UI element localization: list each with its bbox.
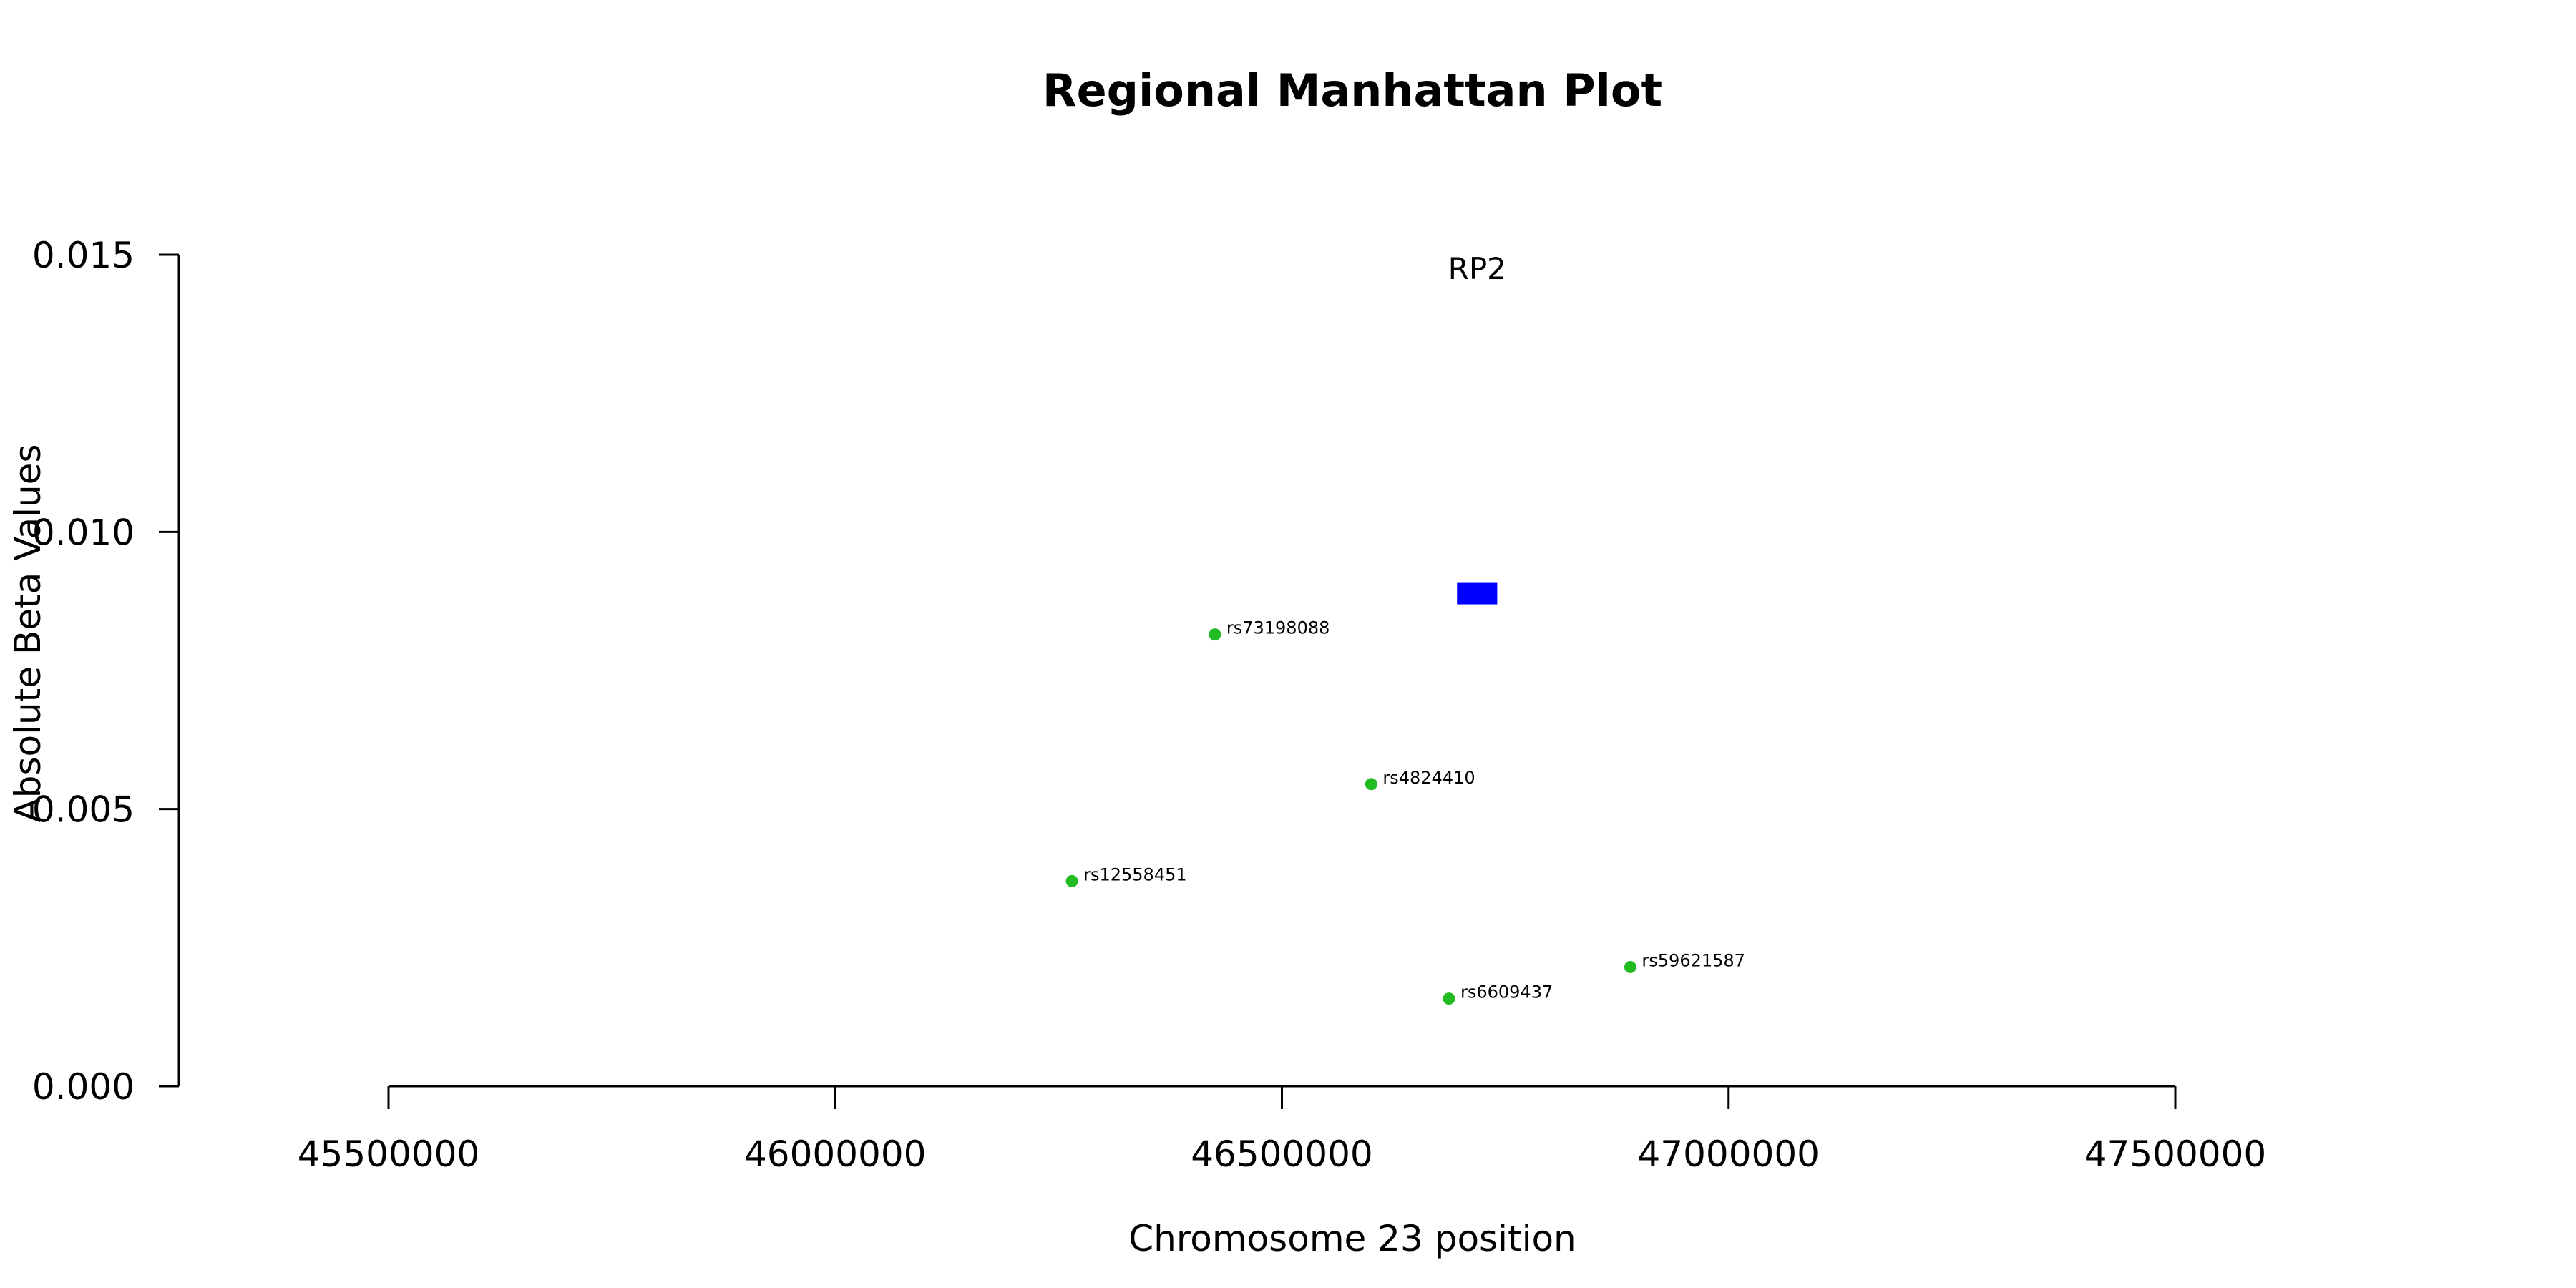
x-axis-label: Chromosome 23 position [1128,1218,1576,1259]
x-tick-label: 46000000 [744,1133,927,1175]
x-tick-label: 45500000 [298,1133,480,1175]
y-axis-label: Absolute Beta Values [7,444,49,823]
snp-label: rs59621587 [1641,950,1745,970]
y-tick-label: 0.015 [32,235,135,276]
gene-label: RP2 [1448,251,1506,286]
snp-label: rs12558451 [1083,864,1187,884]
gene-box [1457,582,1498,605]
y-tick-label: 0.010 [32,512,135,553]
snp-label: rs4824410 [1382,768,1475,788]
x-tick-label: 47000000 [1638,1133,1820,1175]
x-tick-label: 46500000 [1191,1133,1373,1175]
y-tick-label: 0.005 [32,789,135,831]
snp-label: rs73198088 [1226,618,1330,638]
snp-label: rs6609437 [1460,982,1553,1002]
gene-track: RP2 [1448,251,1506,605]
snp-points: rs73198088 rs4824410 rs12558451 rs59621587 r… [1065,618,1745,1005]
x-tick-label: 47500000 [2084,1133,2267,1175]
chart-title: Regional Manhattan Plot [1043,64,1662,117]
snp-point [1624,960,1636,973]
snp-point [1065,874,1078,887]
y-tick-label: 0.000 [32,1066,135,1108]
x-axis: 45500000 46000000 46500000 47000000 47500000 [298,1085,2267,1175]
snp-point [1365,778,1377,791]
snp-point [1443,992,1455,1005]
y-axis: 0.000 0.005 0.010 0.015 [32,235,180,1108]
snp-point [1209,628,1221,641]
